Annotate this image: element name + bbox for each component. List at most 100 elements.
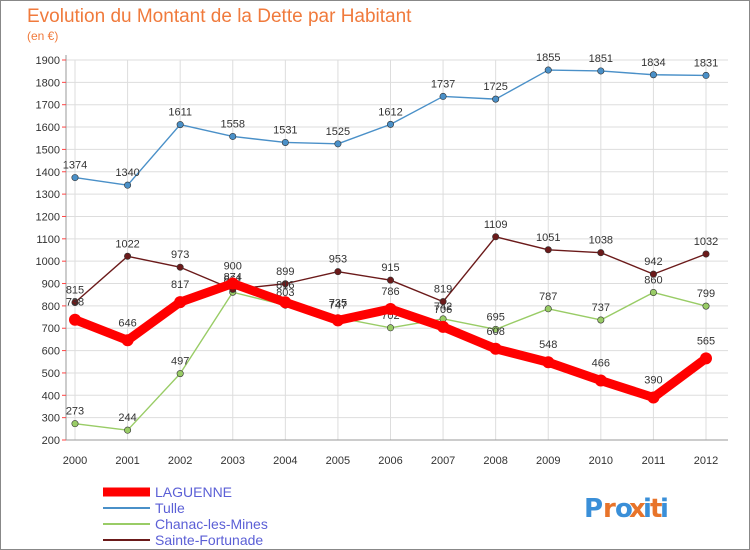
y-tick-label: 800 <box>42 301 60 313</box>
data-label: 953 <box>329 254 347 266</box>
data-label: 799 <box>697 288 715 300</box>
data-point <box>386 120 394 128</box>
data-label: 1831 <box>694 57 718 69</box>
y-tick-label: 900 <box>42 279 60 291</box>
data-point <box>492 95 500 103</box>
data-point <box>702 71 710 79</box>
data-label: 1611 <box>168 107 192 119</box>
data-label: 273 <box>66 406 84 418</box>
data-label: 915 <box>381 262 399 274</box>
data-point <box>174 296 187 309</box>
data-label: 786 <box>381 286 399 298</box>
y-tick-label: 1900 <box>36 55 60 67</box>
y-axis-ticks: 200 300 400 500 600 700 800 900 1000 1100 1200 1300… <box>36 55 66 447</box>
data-point <box>649 270 657 278</box>
y-tick-label: 1100 <box>36 234 60 246</box>
data-point <box>437 320 450 333</box>
logo-letter: t <box>650 494 662 524</box>
y-tick-label: 1800 <box>36 77 60 89</box>
data-point <box>647 391 660 404</box>
data-point <box>439 92 447 100</box>
data-label: 565 <box>697 335 715 347</box>
x-tick-label: 2001 <box>115 455 139 467</box>
x-tick-label: 2012 <box>694 455 718 467</box>
data-point <box>176 370 184 378</box>
data-label: 973 <box>171 249 189 261</box>
data-point <box>176 263 184 271</box>
data-point <box>649 71 657 79</box>
data-label: 695 <box>486 311 504 323</box>
data-label: 899 <box>276 266 294 278</box>
y-tick-label: 300 <box>42 413 60 425</box>
x-tick-label: 2009 <box>536 455 560 467</box>
data-label: 815 <box>66 285 84 297</box>
y-tick-label: 1700 <box>36 100 60 112</box>
data-label: 1558 <box>221 118 245 130</box>
data-point <box>281 280 289 288</box>
logo-letter: P <box>584 494 603 524</box>
data-point <box>702 250 710 258</box>
x-tick-label: 2002 <box>168 455 192 467</box>
data-label: 466 <box>592 358 610 370</box>
data-point <box>700 352 712 365</box>
data-label: 742 <box>434 301 452 313</box>
data-label: 390 <box>644 375 662 387</box>
x-tick-label: 2010 <box>589 455 613 467</box>
data-label: 1851 <box>589 53 613 65</box>
legend: LAGUENNETulleChanac-les-MinesSainte-Fort… <box>103 484 268 548</box>
data-label: 646 <box>118 317 136 329</box>
data-label: 1109 <box>484 219 508 231</box>
data-label: 1340 <box>115 167 139 179</box>
data-label: 1531 <box>273 124 297 136</box>
data-label: 1051 <box>536 232 560 244</box>
data-point <box>386 324 394 332</box>
logo-letter: i <box>643 494 652 524</box>
x-tick-label: 2004 <box>273 455 297 467</box>
data-point <box>176 121 184 129</box>
y-tick-label: 1500 <box>36 144 60 156</box>
grid <box>65 55 728 441</box>
data-point <box>331 314 344 327</box>
data-label: 1725 <box>483 81 507 93</box>
data-point <box>71 420 79 428</box>
data-label: 1855 <box>536 52 560 64</box>
data-label: 1032 <box>694 236 718 248</box>
data-point <box>544 246 552 254</box>
data-label: 1038 <box>589 235 613 247</box>
data-point <box>597 67 605 75</box>
data-point <box>71 174 79 182</box>
data-point <box>649 288 657 296</box>
data-label: 1834 <box>641 57 665 69</box>
data-label: 817 <box>171 279 189 291</box>
data-point <box>71 299 79 307</box>
data-label: 735 <box>329 297 347 309</box>
data-point <box>226 277 239 290</box>
y-tick-label: 1000 <box>36 256 60 268</box>
data-point <box>384 303 397 316</box>
data-point <box>229 132 237 140</box>
chart-title: Evolution du Montant de la Dette par Hab… <box>27 6 412 27</box>
logo-letter: r <box>603 494 616 524</box>
data-point <box>597 249 605 257</box>
x-tick-label: 2011 <box>642 455 666 467</box>
data-label: 1022 <box>115 238 139 250</box>
legend-label: Tulle <box>155 500 185 516</box>
data-label: 1374 <box>63 160 87 172</box>
data-point <box>492 325 500 333</box>
x-tick-label: 2005 <box>326 455 350 467</box>
data-point <box>69 313 81 326</box>
data-point <box>489 342 502 355</box>
data-label: 860 <box>644 274 662 286</box>
data-label: 738 <box>66 297 84 309</box>
data-point <box>492 233 500 241</box>
data-label: 942 <box>644 256 662 268</box>
data-point <box>334 268 342 276</box>
y-tick-label: 400 <box>42 390 60 402</box>
x-tick-label: 2007 <box>431 455 455 467</box>
data-point <box>597 316 605 324</box>
y-tick-label: 700 <box>42 323 60 335</box>
data-label: 1737 <box>431 78 455 90</box>
